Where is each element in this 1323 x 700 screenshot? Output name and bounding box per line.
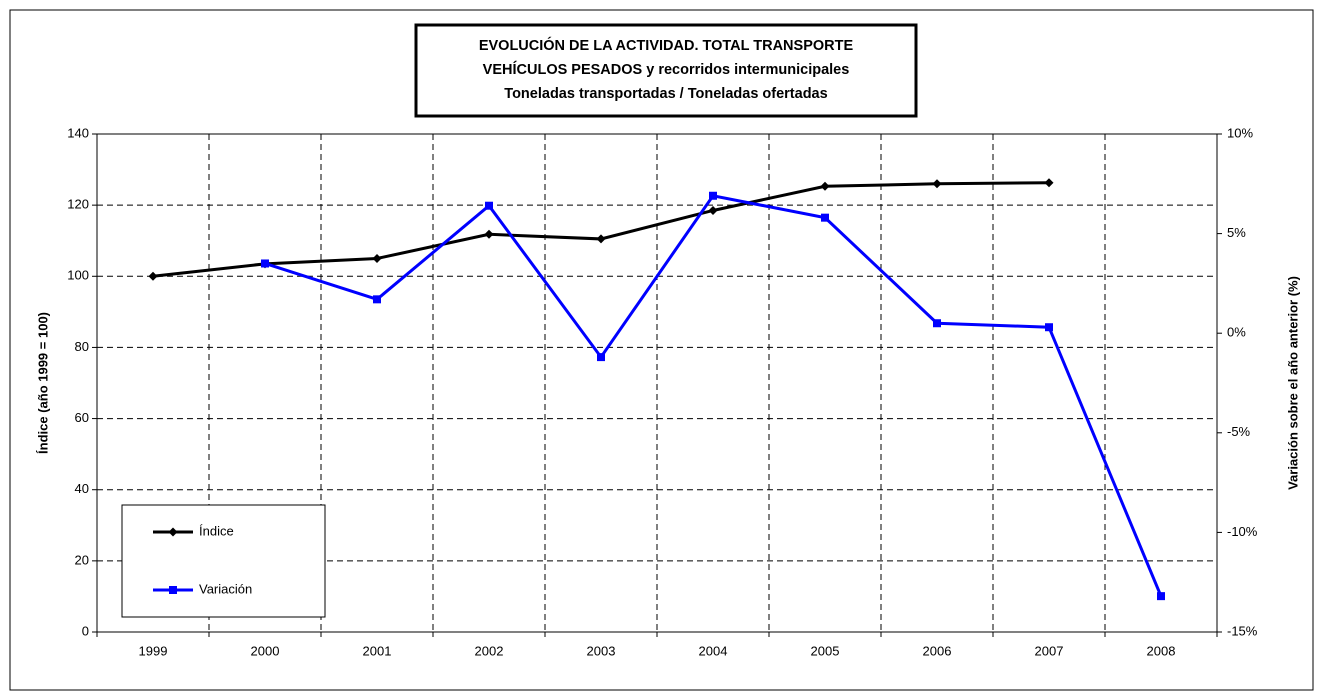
legend-label: Variación [199, 581, 252, 596]
data-point [1157, 592, 1165, 601]
x-tick-label: 2006 [923, 643, 952, 658]
y2-tick-label: -5% [1227, 424, 1251, 439]
data-point [148, 271, 158, 281]
y2-tick-label: 10% [1227, 125, 1253, 140]
x-tick-label: 2004 [699, 643, 728, 658]
x-tick-label: 2003 [587, 643, 616, 658]
y-tick-label: 0 [82, 623, 89, 638]
data-point [596, 234, 606, 244]
data-point [1045, 323, 1053, 332]
data-point [820, 181, 830, 191]
y2-tick-label: 5% [1227, 225, 1246, 240]
data-point [372, 254, 382, 263]
y-tick-label: 80 [75, 339, 89, 354]
y-axis-label: Índice (año 1999 = 100) [35, 312, 50, 454]
data-point [597, 353, 605, 362]
y-tick-label: 60 [75, 410, 89, 425]
y2-tick-label: -15% [1227, 623, 1258, 638]
data-point [933, 319, 941, 328]
x-tick-label: 2007 [1035, 643, 1064, 658]
data-point [484, 229, 494, 239]
y-tick-label: 100 [67, 268, 89, 283]
x-tick-label: 2005 [811, 643, 840, 658]
data-point [485, 201, 493, 210]
legend-box [121, 504, 326, 618]
x-tick-label: 2001 [363, 643, 392, 658]
chart-title: EVOLUCIÓN DE LA ACTIVIDAD. TOTAL TRANSPO… [479, 36, 854, 54]
x-tick-label: 2002 [475, 643, 504, 658]
data-point [709, 191, 717, 200]
legend-marker [168, 527, 178, 537]
data-point [708, 205, 718, 215]
y2-tick-label: 0% [1227, 325, 1246, 340]
y2-tick-label: -10% [1227, 524, 1258, 539]
y-tick-label: 40 [75, 481, 89, 496]
data-point [821, 213, 829, 222]
y2-axis-label: Variación sobre el año anterior (%) [1285, 276, 1300, 490]
data-point [261, 259, 269, 268]
chart-title: VEHÍCULOS PESADOS y recorridos intermuni… [483, 61, 850, 78]
y-tick-label: 20 [75, 552, 89, 567]
title-box [414, 23, 918, 118]
data-point [373, 295, 381, 304]
y-tick-label: 140 [67, 125, 89, 140]
y-tick-label: 120 [67, 197, 89, 212]
x-tick-label: 1999 [139, 643, 168, 658]
legend-label: Índice [199, 523, 234, 538]
chart-title: Toneladas transportadas / Toneladas ofer… [504, 86, 827, 102]
x-tick-label: 2000 [251, 643, 280, 658]
x-tick-label: 2008 [1147, 643, 1176, 658]
data-point [1044, 178, 1054, 188]
data-point [932, 179, 942, 189]
legend-marker [169, 586, 177, 594]
